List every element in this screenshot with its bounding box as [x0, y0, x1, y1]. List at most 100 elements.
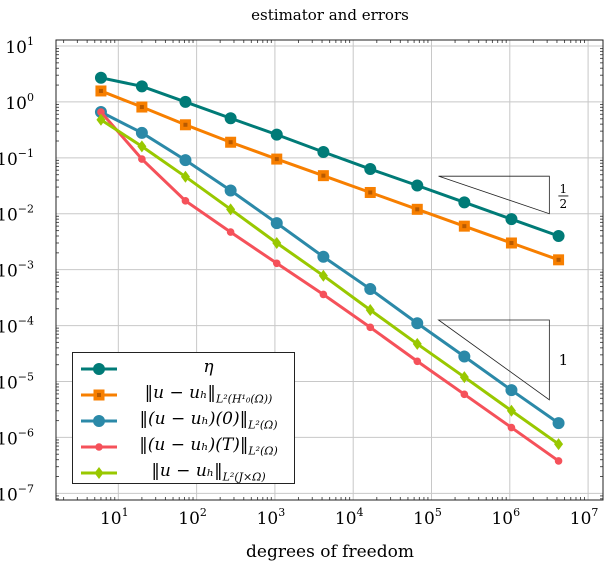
data-point-star [413, 357, 422, 366]
legend-label-main: η [203, 357, 214, 377]
data-point-circle [317, 146, 330, 159]
series-0 [94, 71, 565, 242]
legend-entry: ‖u − uₕ‖L²(J×Ω) [73, 459, 294, 485]
data-point-circle [179, 154, 192, 167]
data-point-circle [224, 112, 237, 125]
series-line [100, 89, 560, 262]
data-point-square [317, 170, 329, 182]
data-point-diamond [96, 113, 106, 126]
chart-title: estimator and errors [251, 6, 409, 24]
y-tick-label: 100 [5, 91, 34, 114]
y-tick-label: 10−3 [0, 259, 34, 282]
data-point-circle [364, 283, 377, 296]
y-tick-label: 10−7 [0, 482, 34, 505]
y-tick-label: 10−5 [0, 371, 34, 394]
y-tick-label: 10−4 [0, 315, 34, 338]
series-2 [94, 106, 565, 430]
x-tick-label: 101 [100, 506, 129, 529]
data-point-star [272, 259, 281, 268]
x-tick-exponent: 3 [278, 506, 285, 519]
x-tick-label: 102 [178, 506, 207, 529]
legend-label-main: ‖(u − uₕ)(0)‖ [139, 409, 249, 429]
y-tick-exponent: −1 [18, 147, 34, 160]
legend-label: η [123, 357, 294, 377]
data-point-square [411, 203, 423, 215]
data-point-diamond [318, 269, 328, 282]
x-tick-exponent: 7 [591, 506, 598, 519]
data-point-diamond [554, 438, 564, 451]
slope-label-denominator: 2 [560, 197, 568, 211]
data-point-circle [93, 363, 105, 375]
data-point-star [554, 457, 563, 465]
annotations: 121 [437, 175, 569, 401]
data-point-star [507, 423, 516, 432]
slope-label: 1 [559, 351, 569, 369]
data-point-diamond [180, 170, 190, 183]
data-point-diamond [137, 140, 147, 153]
legend-label-main: ‖u − uₕ‖ [151, 461, 223, 481]
data-point-circle [552, 417, 565, 430]
slope-triangle [437, 319, 550, 401]
data-point-circle [135, 126, 148, 139]
x-tick-exponent: 5 [435, 506, 442, 519]
y-tick-label: 10−6 [0, 426, 34, 449]
series-4 [96, 113, 564, 451]
data-point-circle [94, 71, 107, 84]
legend-swatch [81, 415, 117, 427]
data-point-diamond [459, 371, 469, 384]
data-point-star [226, 228, 235, 236]
legend-swatch [81, 467, 117, 479]
data-point-circle [505, 384, 518, 397]
data-point-square [505, 237, 517, 249]
y-tick-exponent: 0 [27, 91, 34, 104]
slope-triangle [438, 175, 550, 215]
legend-label: ‖u − uₕ‖L²(H¹₀(Ω)) [123, 383, 294, 405]
data-point-star [138, 155, 146, 163]
x-axis-label: degrees of freedom [246, 542, 414, 562]
data-point-diamond [412, 337, 422, 350]
legend-label-subscript: L²(Ω) [248, 418, 278, 432]
square-center [97, 393, 101, 397]
data-point-star [97, 108, 105, 116]
data-point-circle [458, 350, 471, 363]
plot-frame [55, 39, 604, 501]
square-center [462, 224, 467, 229]
data-point-circle [552, 229, 565, 242]
y-tick-exponent: 1 [27, 35, 34, 48]
y-tick-label: 10−1 [0, 147, 34, 170]
square-center [274, 157, 279, 162]
data-point-diamond [272, 236, 282, 249]
y-tick-exponent: −5 [18, 371, 34, 384]
data-point-star [181, 197, 190, 205]
data-point-circle [411, 179, 424, 192]
legend-label-main: ‖(u − uₕ)(T)‖ [139, 435, 249, 455]
slope-label-numerator: 1 [560, 182, 568, 196]
y-tick-exponent: −6 [18, 426, 34, 439]
data-point-diamond [226, 203, 236, 216]
legend-label-main: ‖u − uₕ‖ [144, 383, 216, 403]
series-group [94, 71, 565, 465]
x-tick-exponent: 1 [122, 506, 129, 519]
data-point-square [364, 186, 376, 198]
data-point-circle [270, 217, 283, 230]
data-point-star [460, 390, 469, 399]
data-point-circle [458, 196, 471, 209]
square-center [556, 257, 561, 262]
legend-entry: ‖(u − uₕ)(0)‖L²(Ω) [73, 407, 294, 433]
data-point-square [95, 85, 107, 97]
series-3 [97, 108, 563, 465]
data-point-circle [224, 184, 237, 197]
legend-swatch [81, 389, 117, 401]
legend-entry: ‖(u − uₕ)(T)‖L²(Ω) [73, 433, 294, 459]
data-point-square [271, 153, 283, 165]
x-tick-label: 103 [257, 506, 286, 529]
data-point-square [553, 254, 565, 266]
data-point-circle [411, 317, 424, 330]
square-center [368, 190, 373, 195]
data-point-circle [93, 415, 105, 427]
y-tick-exponent: −2 [18, 203, 34, 216]
x-tick-label: 106 [491, 506, 520, 529]
legend-label: ‖(u − uₕ)(T)‖L²(Ω) [123, 435, 294, 457]
legend-entry: ‖u − uₕ‖L²(H¹₀(Ω)) [73, 381, 294, 407]
